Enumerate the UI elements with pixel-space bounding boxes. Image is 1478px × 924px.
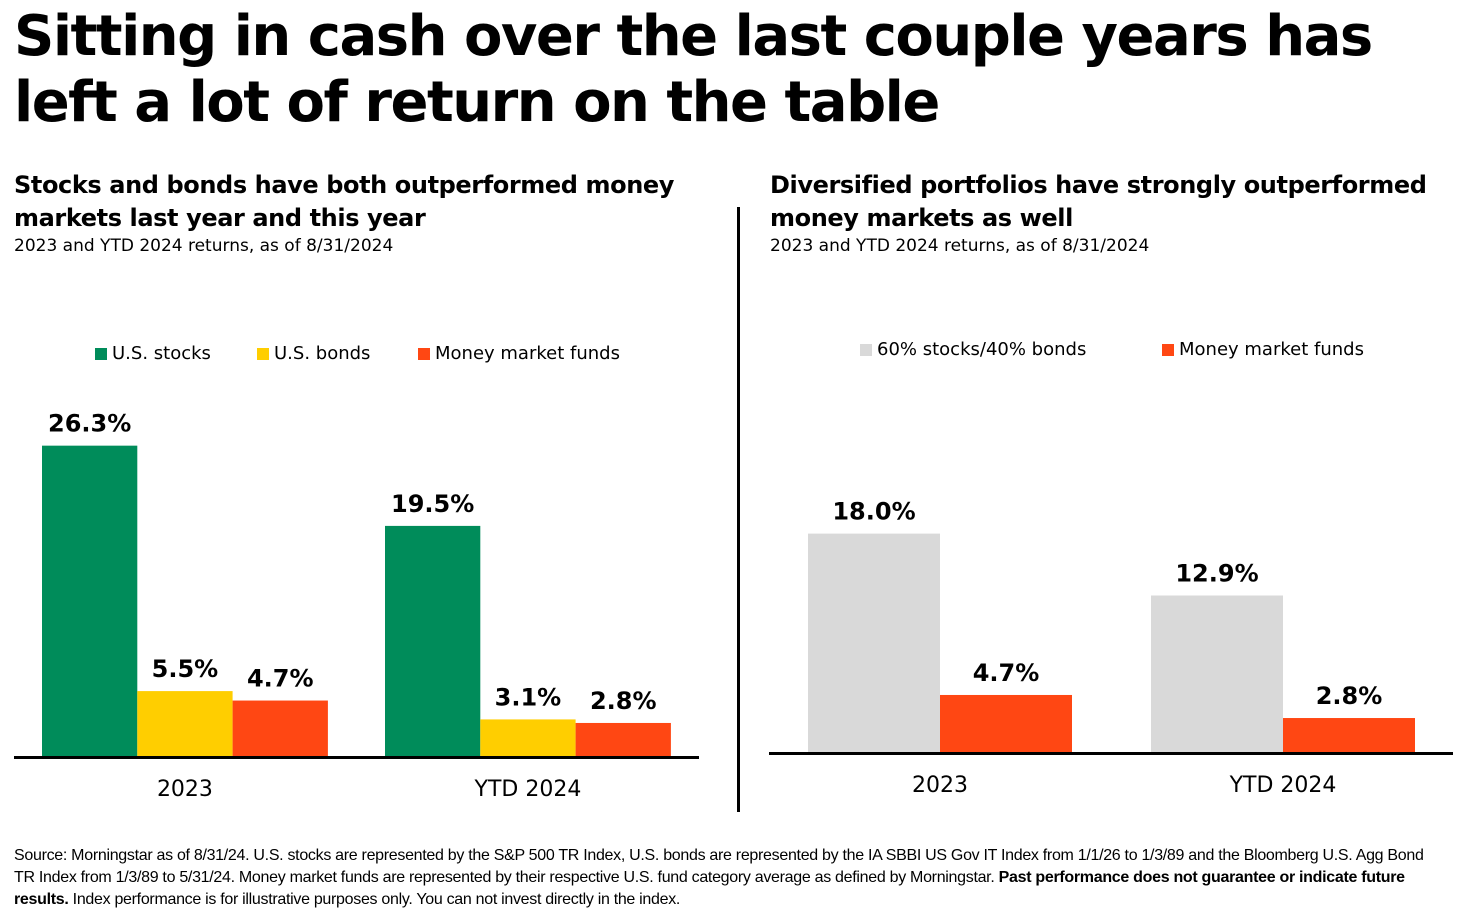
value-label-money-market-funds-ytd-2024: 2.8% [590,687,657,715]
main-title: Sitting in cash over the last couple yea… [14,4,1373,135]
left-panel-subtitle: 2023 and YTD 2024 returns, as of 8/31/20… [14,236,394,256]
left-panel-title: Stocks and bonds have both outperformed … [14,171,675,232]
value-label-money-market-funds-2023: 4.7% [247,665,314,693]
value-label-u-s-stocks-2023: 26.3% [48,410,131,438]
bar-60-stocks-40-bonds-ytd-2024 [1151,595,1283,752]
category-label-2023: 2023 [912,773,968,798]
panel-divider [737,207,740,812]
right-bar-chart: 60% stocks/40% bonds Money market funds 18… [769,339,1453,798]
bar-u-s-bonds-ytd-2024 [480,719,576,756]
value-label-u-s-bonds-ytd-2024: 3.1% [495,683,562,711]
legend-label-u-s-bonds: U.S. bonds [274,343,370,364]
legend-label-u-s-stocks: U.S. stocks [112,343,211,364]
left-bar-chart: U.S. stocks U.S. bonds Money market funds 2… [14,343,699,802]
value-label-60-stocks-40-bonds-2023: 18.0% [832,498,915,526]
category-label-ytd-2024: YTD 2024 [474,777,582,802]
bar-u-s-bonds-2023 [137,691,233,756]
source-note: Source: Morningstar as of 8/31/24. U.S. … [14,845,1444,911]
bar-60-stocks-40-bonds-2023 [808,533,940,752]
source-disclaimer: Past performance does not guarantee or i… [14,869,1405,908]
legend-label-money-market-funds: Money market funds [435,343,620,364]
bar-money-market-funds-2023 [232,700,328,756]
value-label-u-s-bonds-2023: 5.5% [152,655,219,683]
category-label-ytd-2024: YTD 2024 [1229,773,1337,798]
source-text: Source: Morningstar as of 8/31/24. U.S. … [14,847,1424,886]
legend-swatch-money-market-funds [418,348,430,360]
value-label-money-market-funds-2023: 4.7% [973,659,1040,687]
bar-money-market-funds-ytd-2024 [575,722,671,756]
bar-money-market-funds-ytd-2024 [1283,718,1415,752]
legend-label-money-market-funds: Money market funds [1179,339,1364,360]
legend-swatch-60-stocks-40-bonds [860,344,872,356]
right-panel-subtitle: 2023 and YTD 2024 returns, as of 8/31/20… [770,236,1150,256]
legend-swatch-money-market-funds [1162,344,1174,356]
value-label-60-stocks-40-bonds-ytd-2024: 12.9% [1175,559,1258,587]
bar-u-s-stocks-2023 [42,445,138,756]
legend-swatch-u-s-bonds [257,348,269,360]
right-panel-title: Diversified portfolios have strongly out… [770,171,1427,232]
value-label-u-s-stocks-ytd-2024: 19.5% [391,490,474,518]
value-label-money-market-funds-ytd-2024: 2.8% [1316,682,1383,710]
category-label-2023: 2023 [157,777,213,802]
legend-swatch-u-s-stocks [95,348,107,360]
source-tail: Index performance is for illustrative pu… [72,891,681,908]
legend-label-60-stocks-40-bonds: 60% stocks/40% bonds [877,339,1086,360]
bar-money-market-funds-2023 [940,694,1072,752]
bar-u-s-stocks-ytd-2024 [385,525,481,756]
